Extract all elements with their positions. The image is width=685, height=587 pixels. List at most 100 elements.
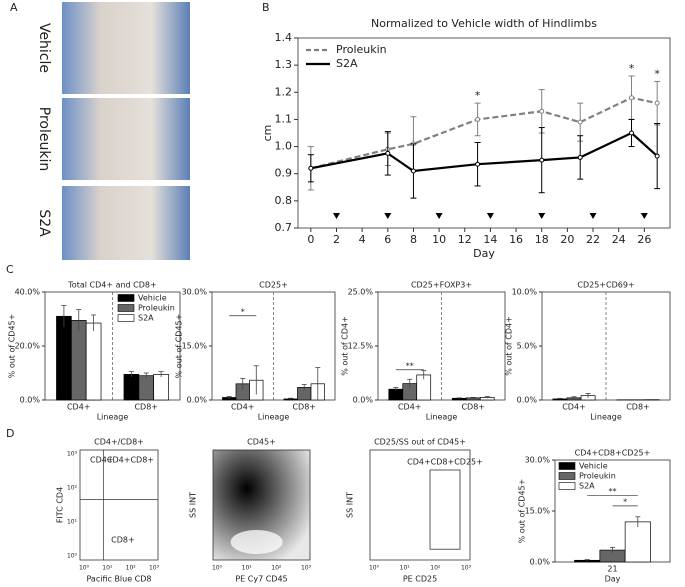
x-axis-label: Day bbox=[605, 575, 621, 584]
significance: ** bbox=[609, 487, 617, 496]
y-tick-label: 15.0% bbox=[525, 507, 551, 516]
chart-title: Total CD4+ and CD8+ bbox=[67, 281, 156, 290]
flow-y-label: FITC CD4 bbox=[56, 487, 65, 523]
x-tick-label: 0 bbox=[307, 233, 314, 246]
x-tick-label: CD4+ bbox=[67, 403, 91, 412]
x-tick-label: 18 bbox=[535, 233, 549, 246]
plot-frame bbox=[369, 449, 471, 561]
significance: * bbox=[654, 67, 660, 80]
legend-label: S2A bbox=[579, 482, 595, 491]
point bbox=[577, 119, 583, 125]
legend-swatch bbox=[117, 294, 135, 302]
legend-swatch bbox=[558, 472, 576, 480]
legend-swatch bbox=[117, 304, 135, 312]
x-tick-label: 26 bbox=[637, 233, 651, 246]
y-tick-label: 25.0% bbox=[348, 288, 374, 297]
bar bbox=[153, 374, 169, 401]
flow-x-tick: 10³ bbox=[149, 565, 160, 572]
significance: * bbox=[241, 307, 245, 316]
flow-x-tick: 10² bbox=[126, 565, 137, 572]
point bbox=[308, 165, 314, 171]
point bbox=[539, 157, 545, 163]
dosing-marker bbox=[332, 213, 340, 219]
flow-y-tick: 10² bbox=[67, 485, 78, 492]
y-tick-label: 1.3 bbox=[275, 58, 293, 71]
bar bbox=[624, 521, 651, 563]
legend-label: S2A bbox=[336, 57, 358, 70]
x-tick-label: 6 bbox=[384, 233, 391, 246]
flow-x-tick: 10⁰ bbox=[79, 565, 90, 572]
legend-label: Proleukin bbox=[336, 43, 387, 56]
significance: ** bbox=[406, 361, 414, 370]
panel-label: A bbox=[10, 1, 18, 14]
dosing-marker bbox=[384, 213, 392, 219]
panel-label: D bbox=[6, 427, 14, 440]
legend-label: Proleukin bbox=[579, 472, 616, 481]
flow-x-tick: 10¹ bbox=[102, 565, 113, 572]
point bbox=[629, 95, 635, 101]
bar bbox=[138, 375, 155, 401]
y-tick-label: 0.8 bbox=[275, 194, 293, 207]
flow-title: CD45+ bbox=[247, 438, 276, 447]
gate-label: CD8+ bbox=[111, 536, 135, 545]
point bbox=[629, 130, 635, 136]
photo-label: Proleukin bbox=[36, 107, 52, 171]
event-cloud bbox=[230, 530, 283, 554]
flow-x-tick: 10¹ bbox=[400, 565, 411, 572]
x-tick-label: 20 bbox=[560, 233, 574, 246]
legend-label: Vehicle bbox=[138, 294, 167, 303]
flow-x-tick: 10⁰ bbox=[212, 565, 223, 572]
photo-label: Vehicle bbox=[36, 23, 52, 73]
x-tick-label: CD4+ bbox=[398, 403, 422, 412]
significance: * bbox=[475, 89, 481, 102]
x-tick-label: CD4+ bbox=[562, 403, 586, 412]
x-tick-label: 21 bbox=[607, 565, 617, 574]
flow-x-tick: 10⁰ bbox=[369, 565, 380, 572]
x-tick-label: 8 bbox=[410, 233, 417, 246]
bar bbox=[123, 374, 140, 401]
x-axis-label: Lineage bbox=[426, 413, 458, 422]
flow-x-tick: 10¹ bbox=[242, 565, 253, 572]
flow-x-label: Pacific Blue CD8 bbox=[86, 575, 151, 584]
y-tick-label: 5.0% bbox=[517, 342, 538, 351]
flow-x-tick: 10³ bbox=[301, 565, 312, 572]
gate-label: CD4+ bbox=[90, 456, 114, 465]
plot-frame bbox=[212, 449, 311, 561]
dosing-marker bbox=[589, 213, 597, 219]
point bbox=[475, 116, 481, 122]
plot-frame bbox=[297, 37, 671, 229]
dosing-marker bbox=[640, 213, 648, 219]
x-tick-label: CD8+ bbox=[292, 403, 316, 412]
y-axis-label: % out of CD45+ bbox=[518, 479, 527, 544]
y-tick-label: 0.0% bbox=[517, 396, 538, 405]
y-tick-label: 0.0% bbox=[530, 558, 551, 567]
chart-title: CD4+CD8+CD25+ bbox=[575, 449, 651, 458]
photo bbox=[62, 98, 190, 180]
point bbox=[475, 161, 481, 167]
x-tick-label: 12 bbox=[458, 233, 472, 246]
y-tick-label: 0.0% bbox=[187, 396, 208, 405]
legend-swatch bbox=[558, 482, 576, 490]
photo-label: S2A bbox=[36, 209, 52, 237]
legend-swatch bbox=[558, 462, 576, 470]
x-axis-label: Lineage bbox=[97, 413, 129, 422]
point bbox=[385, 150, 391, 156]
legend-label: Vehicle bbox=[579, 462, 608, 471]
y-tick-label: 1.0 bbox=[275, 140, 293, 153]
flow-x-tick: 10² bbox=[271, 565, 282, 572]
y-tick-label: 1.4 bbox=[275, 31, 293, 44]
y-tick-label: 1.1 bbox=[275, 112, 293, 125]
x-axis-label: Day bbox=[473, 247, 495, 260]
y-tick-label: 15.0% bbox=[182, 342, 208, 351]
dosing-marker bbox=[486, 213, 494, 219]
chart-title: CD25+FOXP3+ bbox=[411, 281, 472, 290]
x-tick-label: CD8+ bbox=[626, 403, 650, 412]
x-axis-label: Lineage bbox=[590, 413, 622, 422]
flow-y-tick: 10³ bbox=[67, 451, 78, 458]
y-axis-label: % out of CD45+ bbox=[175, 314, 184, 379]
y-tick-label: 30.0% bbox=[182, 288, 208, 297]
x-tick-label: 10 bbox=[432, 233, 446, 246]
x-tick-label: 22 bbox=[586, 233, 600, 246]
panel-label: C bbox=[6, 263, 14, 276]
